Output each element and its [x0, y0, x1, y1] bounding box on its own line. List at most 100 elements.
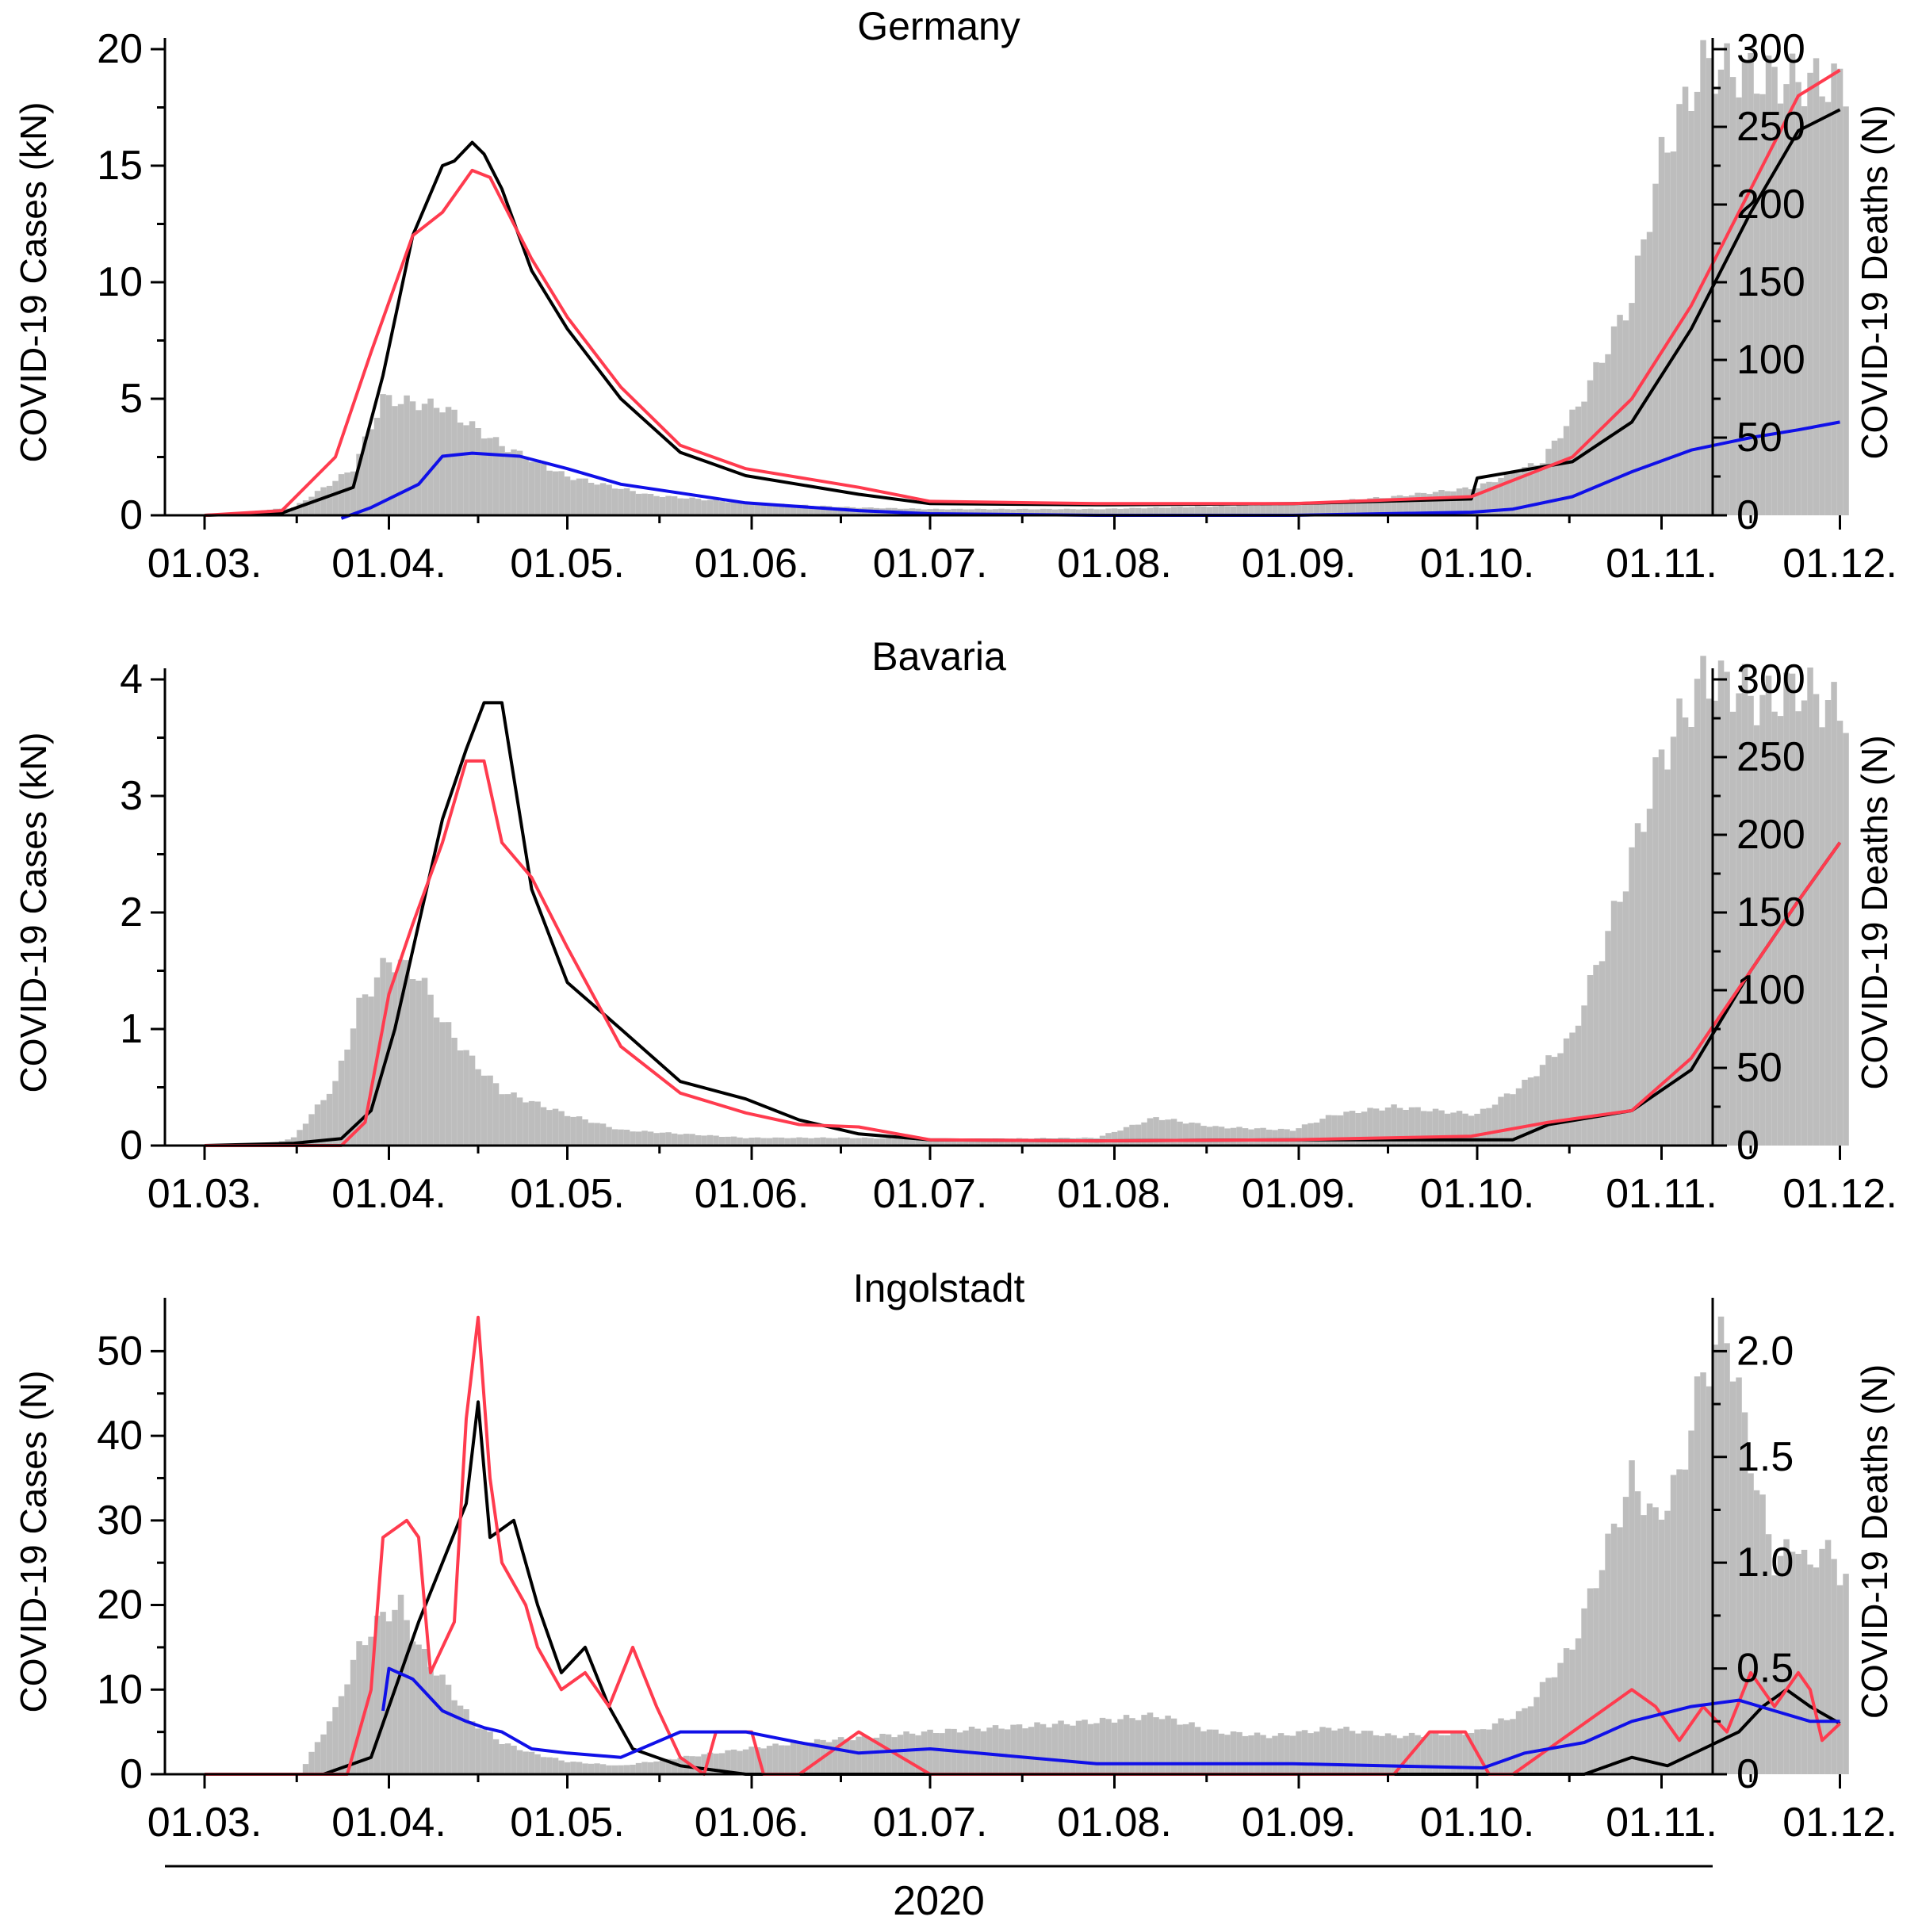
death-bar: [457, 1705, 464, 1774]
death-bar: [1486, 1729, 1492, 1774]
death-bar: [1260, 504, 1266, 515]
death-bar: [308, 496, 315, 515]
death-bar: [939, 1139, 945, 1146]
death-bar: [790, 505, 797, 515]
death-bar: [1331, 1730, 1338, 1774]
x-tick-label: 01.07.: [873, 541, 988, 587]
death-bar: [1379, 1110, 1385, 1146]
death-bar: [350, 471, 357, 515]
death-bar: [909, 1138, 916, 1146]
death-bar: [1729, 711, 1736, 1146]
death-bar: [1712, 1345, 1718, 1774]
death-bar: [1503, 1720, 1510, 1774]
death-bar: [1111, 1722, 1118, 1774]
death-bar: [344, 472, 350, 515]
death-bar: [1242, 1128, 1249, 1146]
death-bar: [1664, 152, 1671, 515]
death-bar: [392, 406, 398, 515]
death-bar: [1260, 1735, 1266, 1774]
death-bar: [808, 1743, 814, 1774]
x-tick-label: 01.06.: [695, 1171, 810, 1217]
death-bar: [630, 1131, 636, 1146]
death-bar: [998, 1138, 1005, 1146]
death-bar: [588, 483, 595, 515]
death-bar: [415, 1644, 422, 1774]
death-bar: [409, 1641, 416, 1774]
death-bar: [1759, 694, 1766, 1146]
death-bar: [1801, 700, 1808, 1146]
y-tick-label: 0: [120, 1123, 143, 1169]
death-bar: [469, 1055, 476, 1146]
death-bar: [511, 449, 517, 515]
death-bar: [297, 1130, 303, 1146]
death-bar: [1498, 1096, 1504, 1146]
death-bar: [932, 508, 940, 515]
death-bar: [523, 458, 529, 515]
death-bar: [1058, 1720, 1064, 1774]
death-bar: [867, 1138, 874, 1146]
x-tick-label: 01.04.: [331, 1800, 446, 1846]
death-bar: [623, 488, 630, 515]
death-bar: [1605, 354, 1611, 515]
death-bar: [1373, 1735, 1380, 1774]
death-bar: [1230, 1127, 1237, 1146]
death-bar: [1670, 736, 1677, 1146]
death-bar: [974, 508, 981, 515]
death-bar: [1189, 1123, 1195, 1146]
death-bar: [873, 1737, 880, 1774]
death-bar: [647, 494, 654, 515]
death-bar: [1046, 508, 1052, 515]
death-bar: [790, 1138, 797, 1146]
death-bar: [1117, 508, 1124, 515]
death-bar: [594, 484, 600, 515]
x-tick-label: 01.12.: [1782, 541, 1897, 587]
death-bar: [844, 1137, 850, 1146]
death-bar: [1551, 440, 1558, 515]
death-bar: [1819, 96, 1825, 516]
death-bar: [796, 1741, 802, 1774]
y2-axis-label: COVID-19 Deaths (N): [1854, 105, 1895, 459]
axes-layer: 0 1 2 3 4 0 50 100 150 200 250 300 01.03. 01.04. 01.05…: [120, 656, 1897, 1217]
death-bar: [635, 493, 642, 515]
death-bar: [1141, 1122, 1147, 1146]
death-bar: [1515, 1711, 1522, 1774]
death-bar: [302, 500, 309, 515]
death-bar: [582, 1119, 588, 1146]
death-bar: [385, 395, 392, 515]
death-bar: [1836, 1585, 1844, 1774]
death-bar: [956, 508, 963, 515]
death-bar: [528, 1751, 535, 1774]
death-bar: [986, 1727, 993, 1774]
death-bar: [1741, 664, 1748, 1146]
death-bar: [980, 509, 987, 515]
death-bar: [653, 1761, 660, 1774]
death-bar: [968, 1727, 975, 1774]
death-bar: [772, 1137, 779, 1146]
death-bar: [540, 1107, 547, 1146]
death-bar: [1396, 1738, 1403, 1774]
death-bar: [1724, 1343, 1730, 1774]
death-bar: [1158, 507, 1166, 515]
death-bar: [439, 412, 446, 515]
death-bar: [1807, 1564, 1813, 1774]
death-bar: [1652, 757, 1659, 1146]
y2-tick-label: 0.5: [1736, 1646, 1794, 1692]
death-bar: [1450, 491, 1457, 515]
death-bar: [1343, 1111, 1350, 1146]
y2-tick-label: 100: [1736, 337, 1805, 383]
death-bar: [927, 1729, 933, 1774]
death-bar: [671, 496, 678, 515]
death-bar: [1450, 1731, 1457, 1774]
death-bar: [480, 1075, 488, 1146]
death-bar: [1575, 406, 1582, 515]
death-bar: [1474, 1113, 1480, 1146]
death-bar: [718, 1137, 726, 1146]
death-bar: [1039, 1723, 1047, 1774]
death-bar: [308, 1751, 315, 1774]
death-bar: [737, 1750, 743, 1774]
death-bar: [1022, 508, 1028, 515]
death-bar: [784, 1745, 791, 1774]
death-bar: [1771, 1575, 1778, 1774]
death-bar: [344, 1684, 350, 1774]
